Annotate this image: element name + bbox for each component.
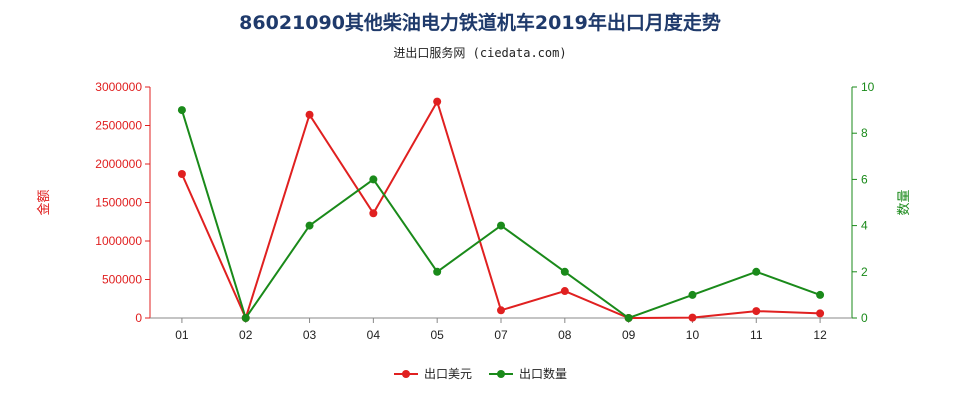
- x-tick-label: 04: [367, 328, 381, 342]
- left-tick-label: 1000000: [95, 234, 142, 248]
- right-tick-label: 6: [861, 172, 868, 186]
- x-tick-label: 05: [431, 328, 445, 342]
- series-line-1: [180, 99, 821, 321]
- series-2-point: [560, 267, 569, 276]
- series-2-point: [688, 290, 697, 299]
- left-tick-label: 2500000: [95, 119, 142, 133]
- legend-marker-2: [497, 370, 505, 378]
- chart-title: 86021090其他柴油电力铁道机车2019年出口月度走势: [239, 12, 721, 34]
- left-tick-label: 2000000: [95, 157, 142, 171]
- right-tick-label: 4: [861, 219, 868, 233]
- right-axis-title: 数量: [897, 189, 912, 215]
- right-tick-label: 8: [861, 126, 868, 140]
- right-tick-label: 10: [861, 80, 875, 94]
- series-2-point: [497, 221, 505, 230]
- series-2-point: [177, 106, 186, 115]
- x-tick-label: 09: [622, 328, 636, 342]
- legend-label-2: 出口数量: [519, 366, 567, 381]
- left-axis-title: 金额: [36, 189, 52, 215]
- left-tick-label: 500000: [102, 273, 142, 287]
- left-tick-label: 3000000: [95, 80, 142, 94]
- series-1-point: [305, 110, 314, 119]
- x-tick-label: 07: [494, 328, 508, 342]
- x-tick-label: 11: [750, 328, 763, 342]
- x-tick-label: 10: [686, 328, 700, 342]
- series-1-point: [752, 307, 761, 316]
- series-2-point: [241, 314, 250, 322]
- legend-label-1: 出口美元: [424, 367, 472, 381]
- series-1-point: [688, 313, 697, 322]
- series-2-point: [433, 267, 442, 276]
- series-2-point: [369, 175, 378, 184]
- left-tick-label: 1500000: [95, 196, 142, 210]
- series-1-point: [816, 309, 825, 318]
- x-tick-label: 01: [175, 328, 189, 342]
- series-2-point: [816, 290, 825, 299]
- chart-subtitle: 进出口服务网 (ciedata.com): [393, 46, 567, 60]
- legend-marker-1: [402, 370, 410, 378]
- series-1-point: [497, 306, 505, 315]
- series-1-point: [560, 287, 569, 296]
- series-2-point: [624, 314, 633, 322]
- x-tick-label: 02: [239, 328, 253, 342]
- x-tick-label: 08: [558, 328, 572, 342]
- x-tick-label: 12: [813, 328, 827, 342]
- x-tick-label: 03: [303, 328, 317, 342]
- series-1-point: [177, 170, 186, 179]
- series-1-point: [433, 97, 442, 106]
- right-tick-label: 2: [861, 265, 868, 279]
- right-tick-label: 0: [861, 311, 868, 325]
- series-2-point: [305, 221, 314, 230]
- left-tick-label: 0: [135, 311, 142, 325]
- series-1-point: [369, 209, 378, 218]
- series-2-point: [752, 267, 761, 276]
